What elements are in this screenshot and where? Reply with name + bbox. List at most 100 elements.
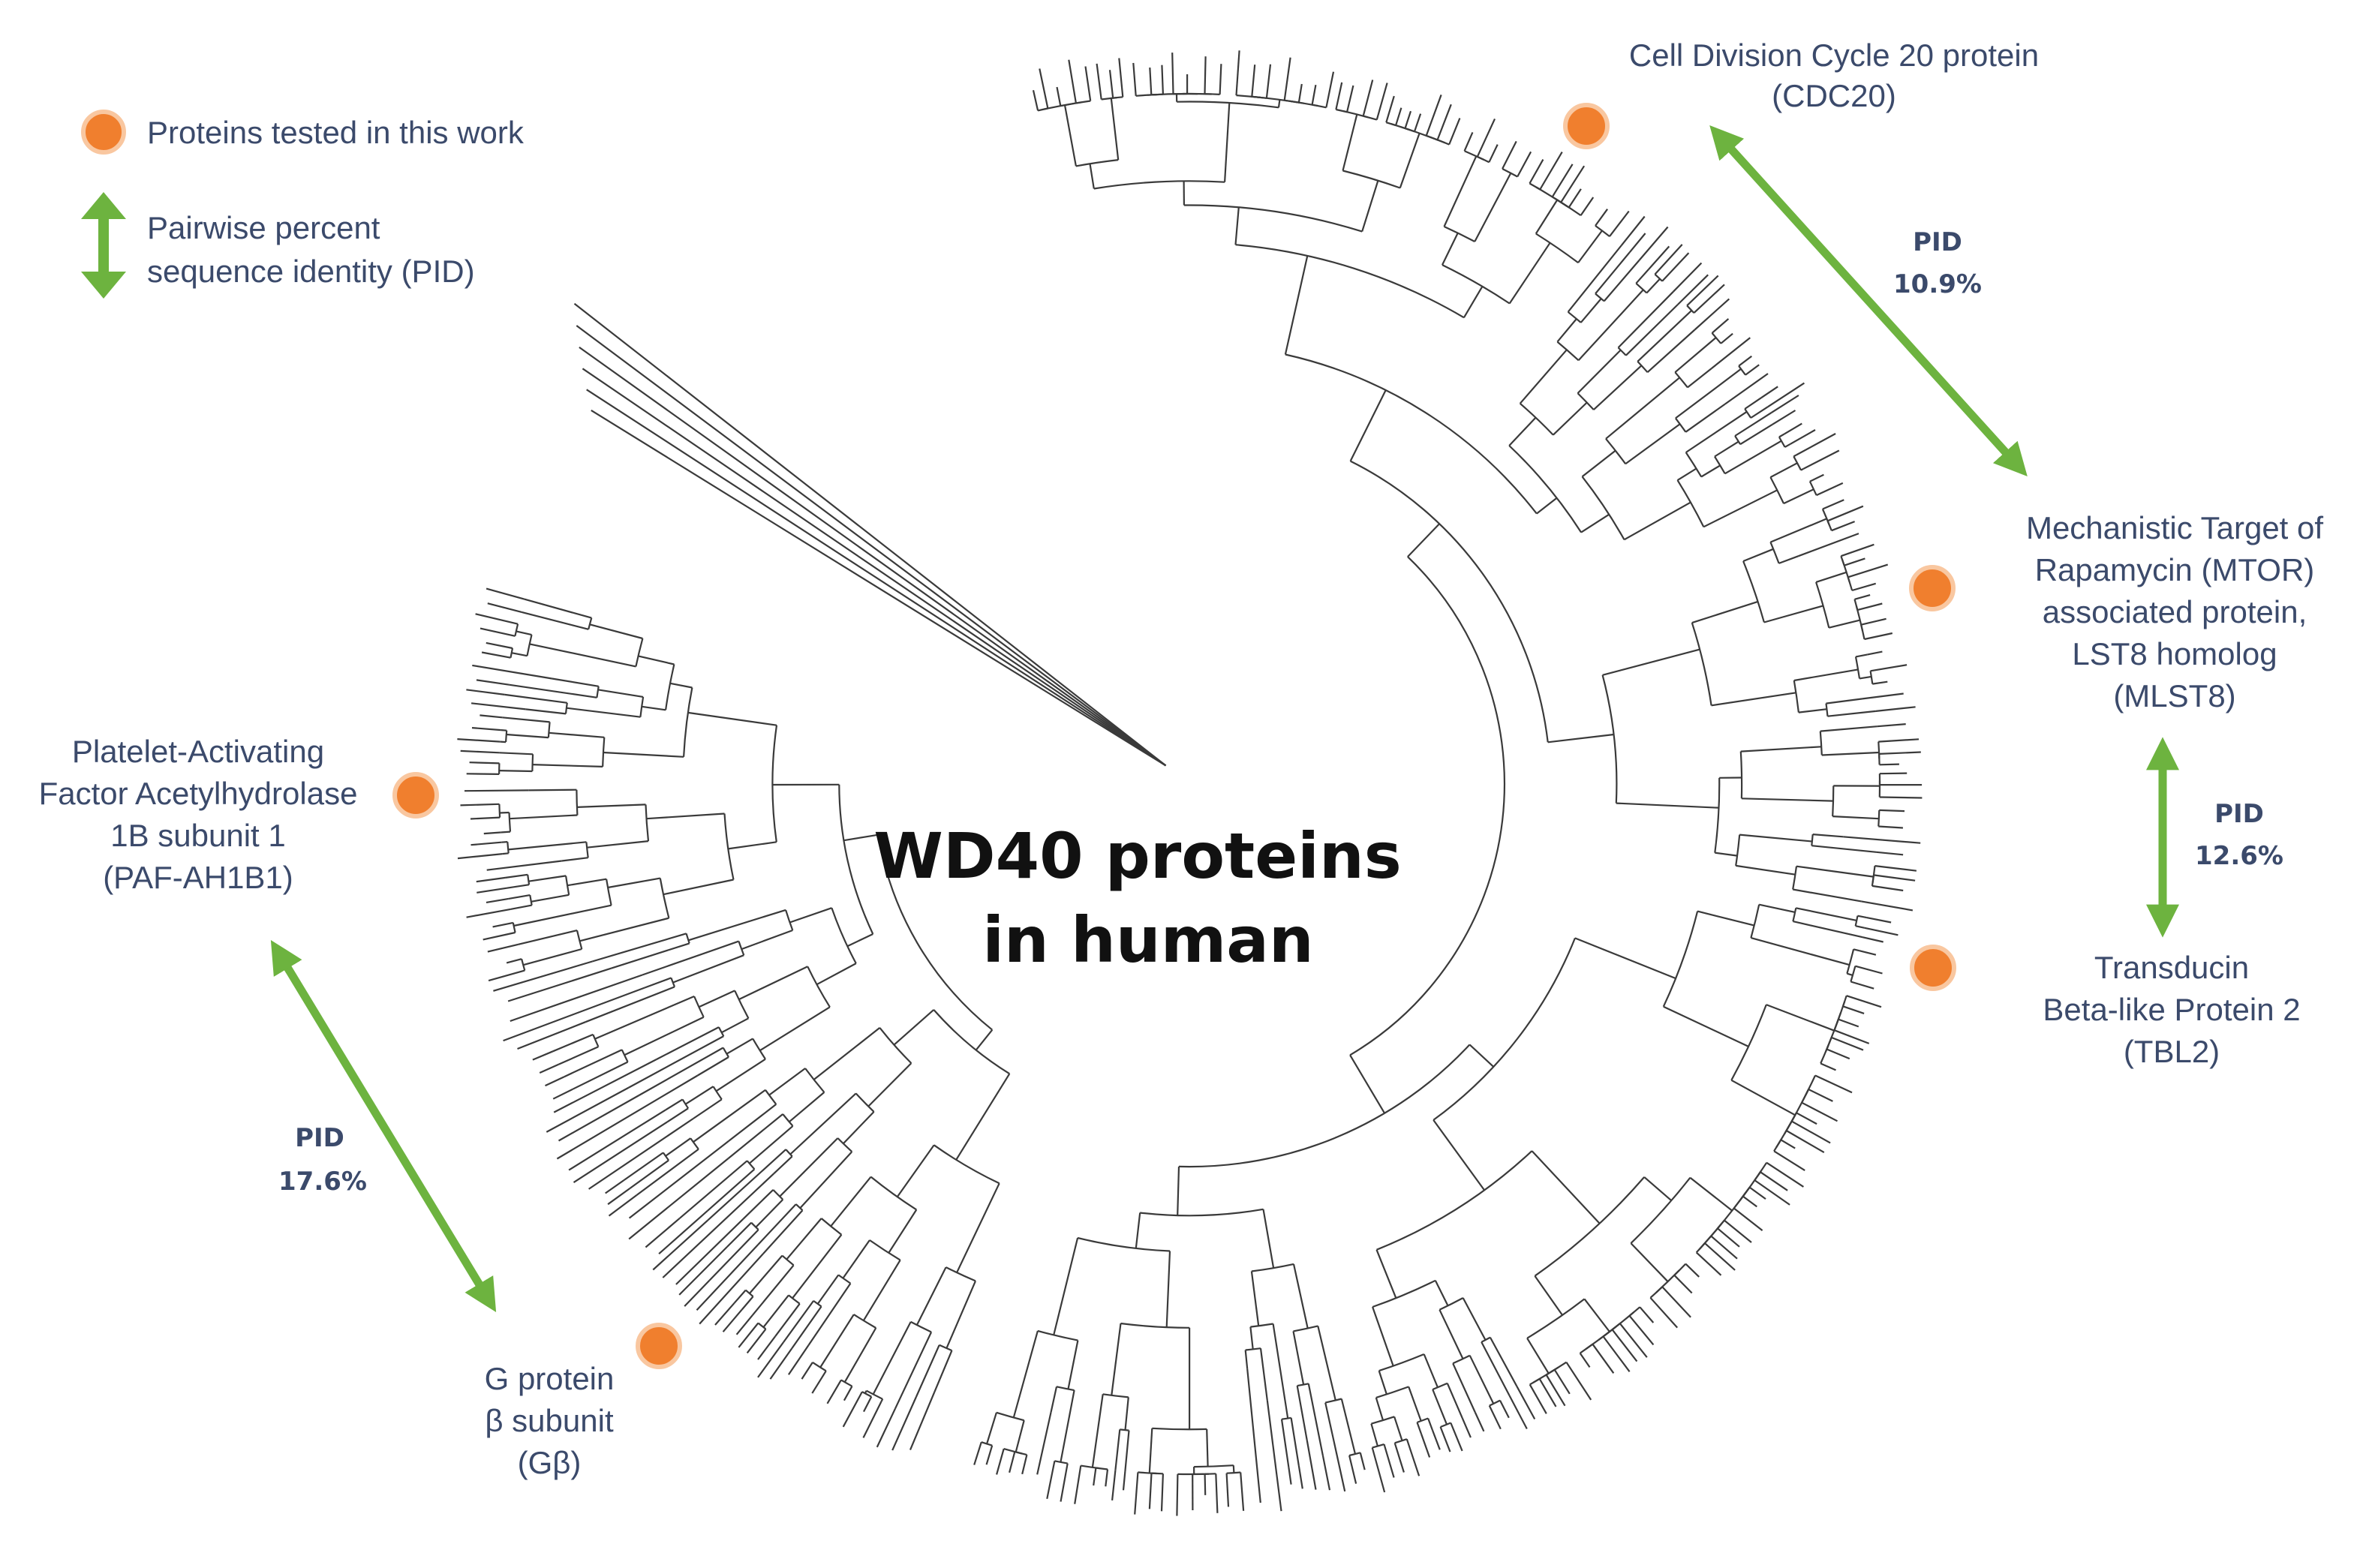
tree-internal-arc [576, 930, 583, 950]
tree-internal-stem [896, 1144, 935, 1197]
tree-leaf-branch [1661, 252, 1690, 282]
tree-leaf-branch [1266, 1400, 1282, 1512]
tree-internal-stem [572, 1061, 629, 1090]
tree-internal-stem [789, 907, 832, 924]
tree-internal-stem [1778, 433, 1785, 438]
tree-internal-stem [1703, 489, 1778, 528]
tree-leaf-branch [1448, 118, 1461, 146]
mlst8-label-line1: Mechanistic Target of [2026, 510, 2323, 545]
tree-internal-stem [1531, 1150, 1601, 1224]
tree-internal-arc [498, 804, 501, 818]
tree-internal-arc [1363, 115, 1378, 121]
tree-internal-stem [757, 1203, 797, 1245]
tree-internal-stem [1114, 1429, 1121, 1470]
tree-internal-stem [1463, 286, 1484, 318]
tbl2-label-line1: Transducin [2094, 950, 2249, 985]
tree-internal-stem [1433, 1119, 1485, 1191]
tree-leaf-branch [678, 1246, 728, 1296]
gbeta-label-line1: G protein [485, 1361, 615, 1396]
tree-leaf-branch [588, 1117, 694, 1190]
tree-internal-stem [1361, 180, 1379, 232]
tree-internal-stem [511, 652, 528, 657]
tree-leaf-branch [842, 1391, 863, 1428]
tree-leaf-branch [1436, 104, 1452, 140]
tree-internal-stem [1063, 104, 1077, 167]
tree-internal-stem [508, 841, 587, 851]
tree-internal-stem [1811, 845, 1877, 853]
tree-leaf-branch [1132, 62, 1137, 96]
tree-internal-stem [552, 1033, 594, 1053]
tree-leaf-branch [510, 974, 643, 1023]
tree-internal-arc [635, 638, 644, 667]
tree-internal-stem [1481, 1341, 1511, 1396]
tree-leaf-branch [1032, 89, 1039, 111]
tree-leaf-branch [1738, 355, 1752, 367]
tree-internal-stem [1820, 725, 1877, 732]
tree-internal-stem [741, 1296, 754, 1311]
tree-leaf-branch [1431, 1429, 1441, 1450]
tree-internal-stem [1742, 548, 1774, 563]
tree-leaf-branch [1841, 543, 1874, 557]
tree-internal-arc [807, 966, 831, 1008]
tree-internal-stem [1798, 708, 1827, 713]
tree-internal-stem [1583, 1298, 1610, 1332]
cdc20-label: Cell Division Cycle 20 protein (CDC20) [1629, 38, 2039, 113]
tree-leaf-branch [1592, 1344, 1615, 1374]
tree-internal-arc [1793, 680, 1799, 713]
tree-internal-arc [1878, 753, 1880, 765]
tree-internal-arc [738, 941, 745, 956]
tree-internal-stem [1740, 746, 1822, 752]
tree-internal-arc [1433, 937, 1576, 1121]
tree-leaf-branch [460, 803, 500, 807]
tree-leaf-branch [1796, 1112, 1817, 1125]
tree-leaf-branch [1784, 422, 1802, 435]
gbeta-label: G protein β subunit (Gβ) [485, 1361, 615, 1480]
tree-leaf-branch [1724, 373, 1769, 405]
tree-internal-arc [645, 804, 650, 842]
pid-cdc20-mlst8-value: 10.9% [1893, 269, 1982, 299]
tree-leaf-branch [466, 689, 505, 695]
tree-leaf-branch [1413, 113, 1422, 132]
tree-internal-stem [1177, 1166, 1180, 1216]
tree-internal-arc [1819, 731, 1823, 755]
tree-leaf-branch [1864, 927, 1899, 936]
tree-internal-arc [529, 894, 533, 906]
tree-internal-stem [698, 990, 735, 1008]
tree-internal-stem [1812, 834, 1844, 838]
tree-internal-arc [1717, 1219, 1725, 1230]
tree-internal-stem [1567, 245, 1622, 313]
tree-leaf-branch [1628, 1315, 1655, 1346]
tree-internal-arc [788, 1294, 801, 1305]
tree-internal-stem [1687, 368, 1712, 389]
tree-internal-arc [1285, 353, 1538, 515]
tree-internal-stem [791, 1305, 822, 1349]
tree-internal-stem [1646, 278, 1661, 294]
tree-leaf-branch [1760, 386, 1778, 399]
tree-leaf-branch [1695, 1251, 1722, 1276]
tree-leaf-branch [738, 1322, 759, 1348]
tree-internal-arc [1093, 180, 1225, 190]
tree-internal-stem [1342, 114, 1358, 171]
tree-leaf-branch [1834, 1029, 1870, 1044]
tree-leaf-branch [1122, 1470, 1126, 1491]
tree-leaf-branch [503, 987, 645, 1042]
tree-internal-arc [621, 1049, 629, 1062]
tree-internal-stem [728, 841, 777, 850]
tree-internal-arc [505, 730, 508, 743]
tree-internal-arc [1152, 1427, 1207, 1431]
legend-pid-label-line2: sequence identity (PID) [147, 254, 475, 289]
tree-internal-stem [1290, 1417, 1300, 1466]
tree-internal-arc [1297, 1383, 1309, 1387]
gbeta-marker-icon [636, 1323, 682, 1369]
tree-internal-arc [665, 664, 675, 710]
tree-internal-arc [1113, 96, 1123, 99]
tree-leaf-branch [1384, 1446, 1395, 1478]
tree-leaf-branch [1857, 602, 1883, 611]
tree-internal-stem [956, 1182, 1000, 1273]
tree-internal-arc [602, 737, 606, 767]
tree-leaf-branch [469, 761, 500, 764]
tree-leaf-branch [1529, 1383, 1547, 1414]
tree-leaf-branch [483, 831, 501, 835]
tree-internal-arc [813, 1300, 822, 1308]
tree-internal-arc [838, 784, 874, 935]
